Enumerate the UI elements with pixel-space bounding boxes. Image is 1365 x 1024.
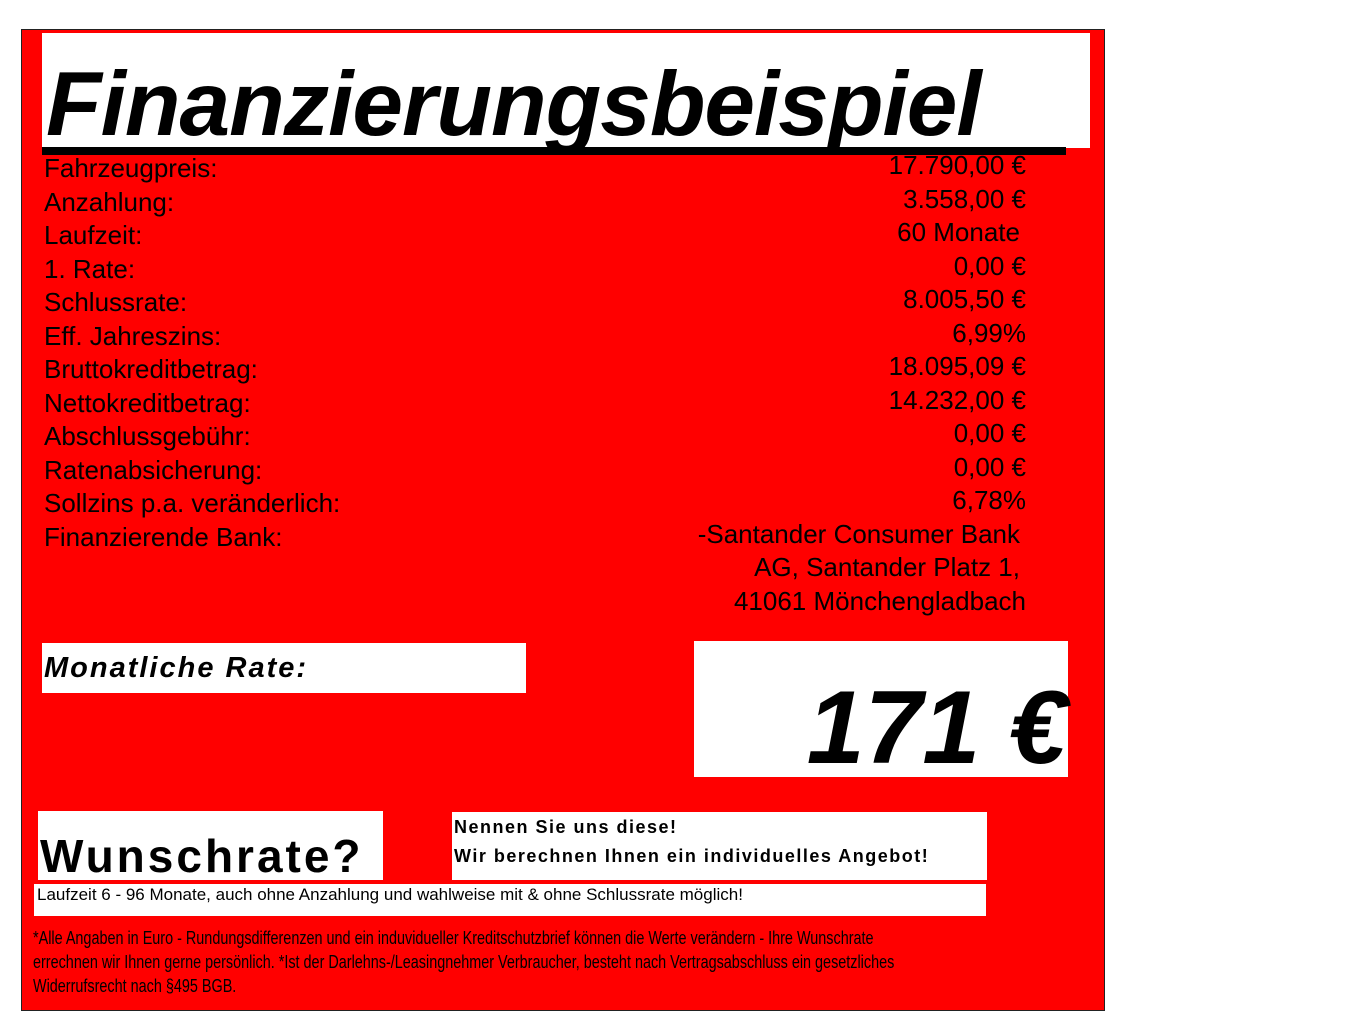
detail-value: 3.558,00 € — [903, 183, 1026, 214]
detail-label: Nettokreditbetrag: — [44, 387, 251, 418]
detail-label: Ratenabsicherung: — [44, 454, 263, 485]
wunschrate-line: Nennen Sie uns diese! — [454, 817, 678, 837]
title-box — [42, 33, 1090, 148]
detail-value: 60 Monate — [897, 217, 1020, 247]
footnote-line: errechnen wir Ihnen gerne persönlich. *I… — [33, 952, 895, 972]
detail-label: Anzahlung: — [44, 186, 175, 217]
detail-label: Sollzins p.a. veränderlich: — [44, 488, 341, 518]
term-note: Laufzeit 6 - 96 Monate, auch ohne Anzahl… — [37, 885, 743, 904]
detail-label: 1. Rate: — [44, 253, 136, 284]
wunschrate-line: Wir berechnen Ihnen ein individuelles An… — [454, 846, 930, 866]
footnote-line: Widerrufsrecht nach §495 BGB. — [33, 976, 237, 996]
detail-value: 6,99% — [952, 317, 1026, 348]
wunschrate-info-box — [452, 812, 987, 880]
footnote-line: *Alle Angaben in Euro - Rundungsdifferen… — [33, 928, 874, 948]
detail-value: 0,00 € — [953, 451, 1026, 482]
detail-value: 8.005,50 € — [903, 284, 1026, 314]
detail-value: 0,00 € — [953, 418, 1026, 448]
monthly-rate-label-box — [42, 643, 526, 693]
detail-value: 18.095,09 € — [888, 351, 1026, 381]
page-title: Finanzierungsbeispiel — [46, 54, 982, 155]
detail-value: 6,78% — [952, 485, 1026, 515]
detail-value: -Santander Consumer Bank — [697, 518, 1020, 549]
monthly-rate-amount-box — [694, 641, 1068, 777]
detail-value: 14.232,00 € — [888, 384, 1026, 415]
detail-label: Abschlussgebühr: — [44, 421, 251, 451]
term-note-box — [34, 884, 986, 916]
monthly-rate-amount: 171 € — [806, 670, 1067, 786]
detail-label: Schlussrate: — [44, 287, 188, 317]
wunschrate-box — [38, 811, 383, 880]
detail-label: Bruttokreditbetrag: — [44, 354, 258, 384]
monthly-rate-label: Monatliche Rate: — [44, 652, 309, 684]
detail-label: Eff. Jahreszins: — [44, 320, 222, 351]
detail-label: Fahrzeugpreis: — [44, 153, 218, 183]
detail-label: Finanzierende Bank: — [44, 521, 283, 552]
detail-label: Laufzeit: — [44, 220, 143, 250]
wunschrate-title: Wunschrate? — [40, 830, 364, 882]
detail-value: 17.790,00 € — [888, 150, 1026, 180]
title-underline — [42, 147, 1066, 155]
detail-value: AG, Santander Platz 1, — [754, 552, 1020, 582]
detail-value: 0,00 € — [953, 250, 1026, 281]
detail-value: 41061 Mönchengladbach — [733, 585, 1026, 616]
